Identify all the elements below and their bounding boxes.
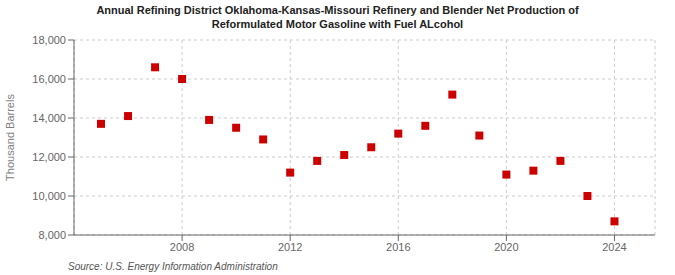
svg-text:2008: 2008 [170, 241, 194, 253]
html-text:Annual Refining District Oklah: Annual Refining District Oklahoma-Kansas… [96, 4, 579, 16]
svg-text:2012: 2012 [278, 241, 302, 253]
svg-text:2024: 2024 [602, 241, 626, 253]
svg-text:2016: 2016 [386, 241, 410, 253]
svg-text:8,000: 8,000 [38, 229, 66, 241]
html-text:Source: U.S. Energy Informatio: Source: U.S. Energy Information Administ… [68, 261, 278, 272]
svg-text:12,000: 12,000 [32, 151, 66, 163]
svg-text:16,000: 16,000 [32, 73, 66, 85]
html-text:Reformulated Motor Gasoline wi: Reformulated Motor Gasoline with Fuel AL… [211, 18, 464, 30]
svg-text:10,000: 10,000 [32, 190, 66, 202]
svg-text:18,000: 18,000 [32, 34, 66, 46]
svg-text:14,000: 14,000 [32, 112, 66, 124]
svg-text:2020: 2020 [494, 241, 518, 253]
svg-text:Thousand Barrels: Thousand Barrels [8, 94, 16, 181]
